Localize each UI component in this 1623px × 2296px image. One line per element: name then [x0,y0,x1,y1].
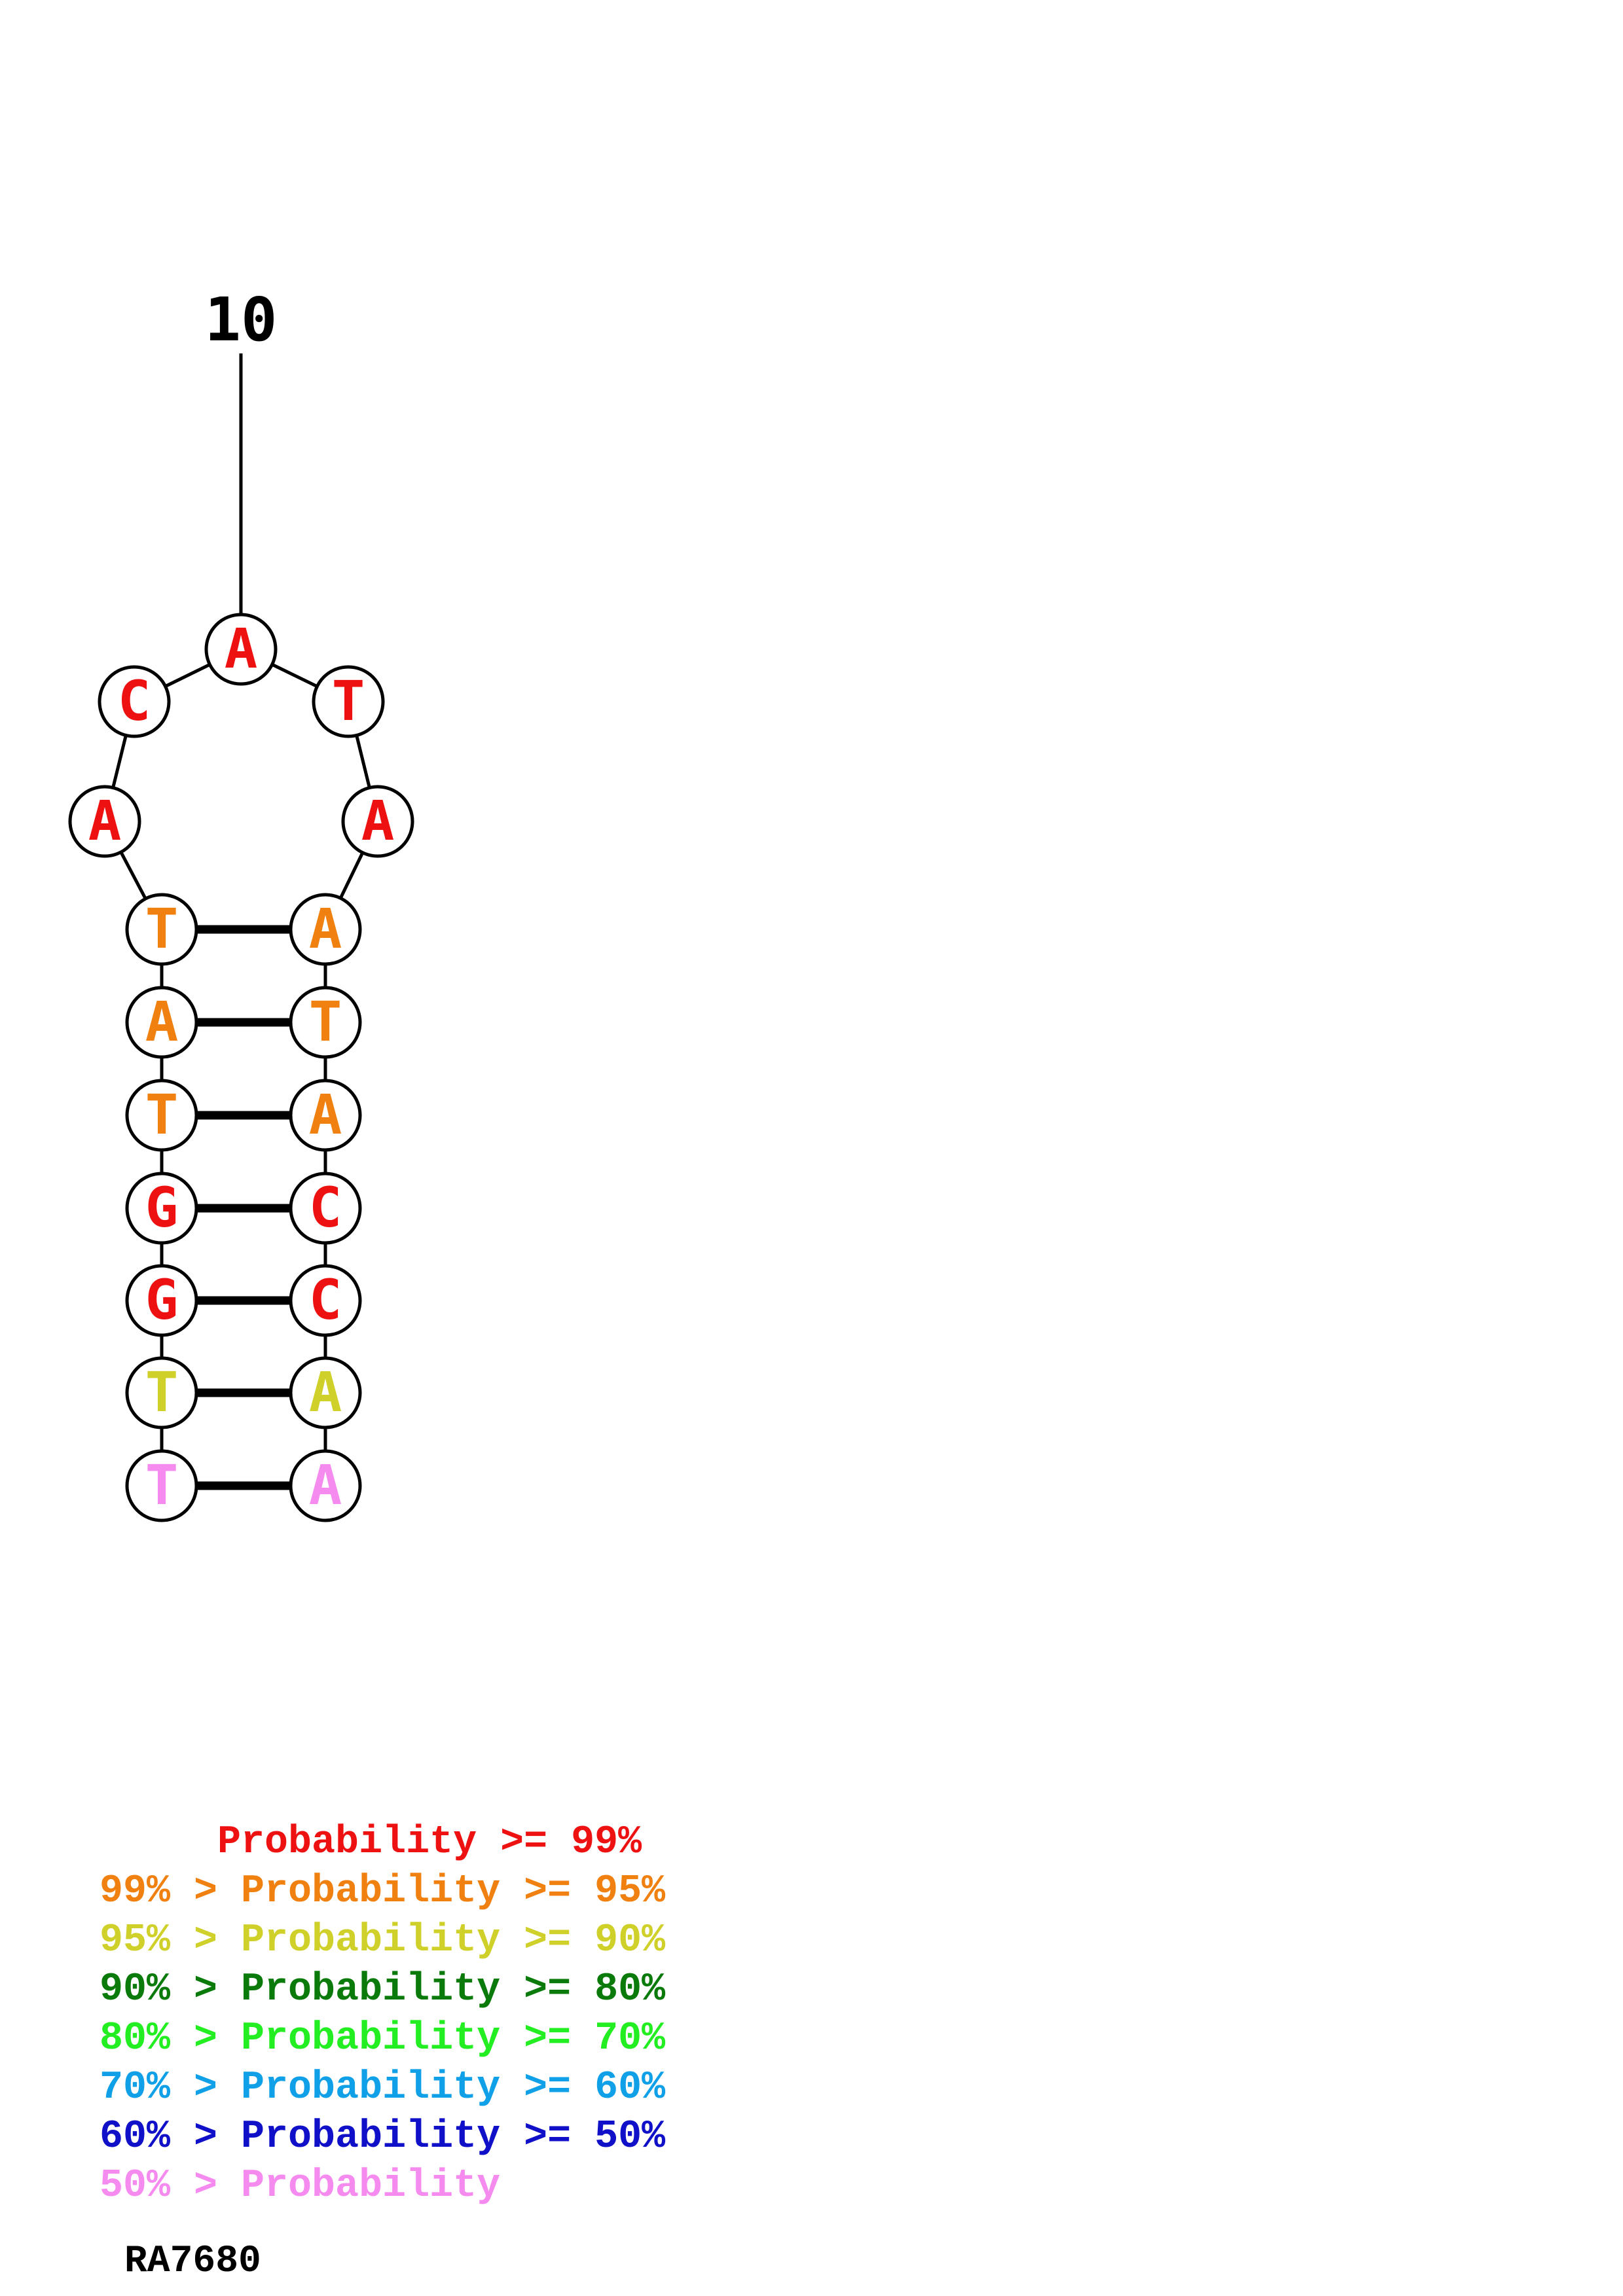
nucleotide-circle [289,893,362,966]
nucleotide-letter: T [145,897,179,961]
nucleotide-circle [289,1172,362,1245]
nucleotide-letter: A [225,617,258,681]
legend-entry: 99% > Probability >= 95% [100,1869,666,1914]
legend-entry: 90% > Probability >= 80% [100,1967,666,2012]
nucleotide-circle [289,1356,362,1429]
nucleotide: A [289,1079,362,1152]
nucleotide-circle [341,785,414,858]
nucleotide-letter: T [145,1453,179,1517]
nucleotide-letter: A [145,990,179,1054]
nucleotide-circle [125,1079,198,1152]
nucleotide-circle [204,613,278,686]
legend-entry: Probability >= 99% [100,1820,642,1865]
nucleotide-letter: G [145,1268,179,1332]
nucleotide: T [125,893,198,966]
nucleotide: G [125,1264,198,1337]
nucleotide: T [125,1356,198,1429]
nucleotide-letter: A [309,1083,342,1147]
nucleotide-letter: T [145,1360,179,1424]
nucleotide-letter: A [309,897,342,961]
nucleotide-letter: A [361,789,395,853]
nucleotide: T [289,986,362,1059]
nucleotide-circle [125,1172,198,1245]
nucleotide: A [341,785,414,858]
molecule-name: RA7680 [124,2240,261,2283]
nucleotide-circle [125,1449,198,1522]
legend-entry: 70% > Probability >= 60% [100,2066,666,2110]
nucleotide-letter: A [88,789,122,853]
nucleotide-circle [125,986,198,1059]
nucleotide-circle [125,1356,198,1429]
nucleotide-circle [289,1449,362,1522]
nucleotide: A [204,613,278,686]
nucleotide: T [312,665,385,738]
nucleotide-circle [289,1079,362,1152]
nucleotide-circle [125,893,198,966]
nucleotide-letter: C [309,1175,342,1240]
nucleotide-letter: A [309,1453,342,1517]
nucleotide: C [98,665,171,738]
nucleotide-circle [125,1264,198,1337]
nucleotide-letter: C [309,1268,342,1332]
legend-entry: 95% > Probability >= 90% [100,1918,666,1963]
nucleotide-circle [289,1264,362,1337]
legend-entry: 60% > Probability >= 50% [100,2115,666,2159]
nucleotide-letter: T [332,669,365,733]
nucleotide-letter: A [309,1360,342,1424]
nucleotide: A [289,1356,362,1429]
nucleotide: T [125,1449,198,1522]
labels: 10 [205,285,278,355]
nucleotide-letter: T [309,990,342,1054]
nucleotide: C [289,1264,362,1337]
position-number-label: 10 [205,285,278,355]
legend-entry: 80% > Probability >= 70% [100,2017,666,2061]
nucleotide: A [289,1449,362,1522]
nucleotide-letter: G [145,1175,179,1240]
nucleotide-letter: T [145,1083,179,1147]
nucleotide: T [125,1079,198,1152]
nucleotide-letter: C [118,669,151,733]
nucleotide-circle [312,665,385,738]
nucleotide-circle [98,665,171,738]
nucleotide-circle [68,785,141,858]
nucleotide: G [125,1172,198,1245]
probability-legend: Probability >= 99%99% > Probability >= 9… [100,1820,666,2208]
nucleotide: A [289,893,362,966]
nucleotide: A [68,785,141,858]
nucleotide: A [125,986,198,1059]
nucleotide-circle [289,986,362,1059]
legend-entry: 50% > Probability [100,2164,500,2208]
nucleotide: C [289,1172,362,1245]
